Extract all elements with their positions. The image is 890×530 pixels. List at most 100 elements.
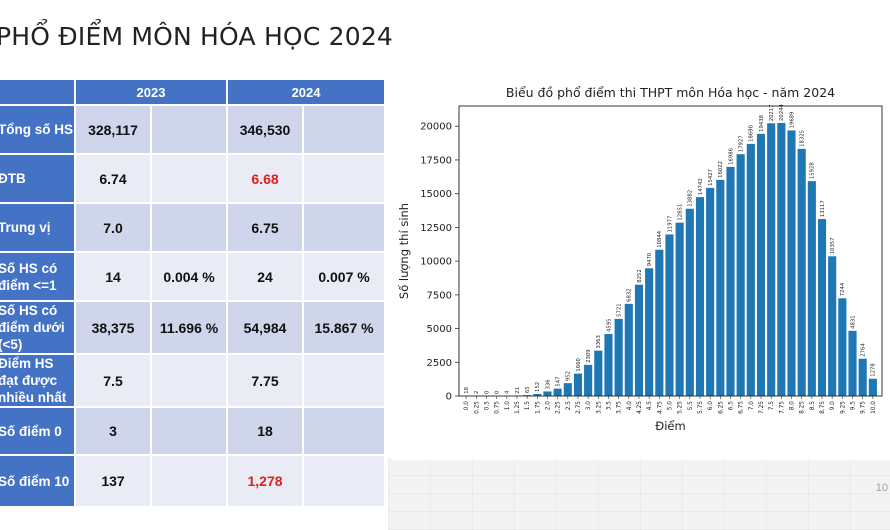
bar-value-label: 2309 (586, 349, 592, 362)
bar (573, 373, 583, 396)
row-label-line: Số HS có (0, 303, 58, 318)
percent-2023: 11.696 % (149, 300, 229, 355)
percent-2023 (149, 353, 229, 408)
percent-2024: 15.867 % (302, 300, 387, 355)
bar (604, 334, 613, 396)
row-label-line: điểm dưới (0, 320, 65, 335)
row-label-line: Trung vị (0, 220, 51, 235)
bar (533, 393, 542, 396)
bar-value-label: 16986 (728, 147, 734, 164)
bar-value-label: 952 (566, 371, 572, 381)
row-label-line: nhiều nhất (0, 390, 67, 405)
x-tick-label: 4.25 (637, 401, 643, 414)
bar (828, 256, 837, 396)
bar (848, 330, 857, 396)
percent-2024: 0.007 % (302, 251, 387, 302)
bar (858, 358, 867, 396)
y-tick-label: 12500 (420, 223, 452, 234)
percent-2023 (149, 454, 229, 508)
value-2023: 328,117 (74, 104, 152, 155)
y-tick-label: 20000 (420, 122, 452, 133)
chart-svg: Biểu đồ phổ điểm thi THPT môn Hóa học - … (392, 80, 890, 460)
x-tick-label: 0.25 (474, 401, 480, 414)
value-2024: 7.75 (226, 353, 305, 408)
header-2023: 2023 (73, 78, 229, 106)
x-tick-label: 6.0 (708, 401, 714, 411)
bar (614, 318, 623, 396)
x-tick-label: 3.75 (617, 401, 623, 414)
row-label-line: Điểm HS (0, 356, 54, 371)
x-tick-label: 7.5 (769, 401, 775, 411)
x-tick-label: 7.0 (749, 401, 755, 411)
bar (584, 364, 593, 396)
x-tick-label: 7.75 (779, 401, 785, 414)
x-tick-label: 3.5 (606, 401, 612, 411)
x-tick-label: 6.25 (718, 401, 724, 414)
y-tick-label: 10000 (420, 257, 452, 268)
y-tick-label: 7500 (427, 290, 452, 301)
percent-2024 (302, 202, 387, 253)
row-label-line: (<5) (0, 337, 23, 352)
y-tick-label: 17500 (420, 155, 452, 166)
bar-value-label: 5721 (616, 303, 622, 316)
value-2023: 7.5 (74, 353, 152, 408)
bar-value-label: 15427 (708, 169, 714, 186)
x-tick-label: 5.75 (698, 401, 704, 414)
bar-value-label: 2764 (860, 343, 866, 357)
percent-2023 (149, 406, 229, 456)
percent-2023: 0.004 % (149, 251, 229, 302)
x-tick-label: 5.25 (678, 401, 684, 414)
table-row: Điểm HS đạt được nhiều nhất 7.5 7.75 (0, 353, 387, 408)
x-tick-label: 0.75 (495, 401, 501, 414)
x-tick-label: 8.25 (800, 401, 806, 414)
row-label-line: Số điểm 0 (0, 423, 62, 439)
row-label: Số HS có điểm dưới (<5) (0, 300, 76, 355)
bar-value-label: 20244 (779, 103, 785, 120)
x-tick-label: 6.5 (728, 401, 734, 411)
bar (563, 383, 572, 396)
bar (706, 187, 715, 396)
bar-value-label: 9470 (647, 252, 653, 266)
bar-value-label: 1660 (576, 357, 582, 371)
bar-value-label: 1278 (871, 363, 877, 377)
bar (695, 197, 705, 396)
bar-value-label: 18325 (799, 130, 805, 147)
bar (665, 234, 674, 396)
bar-value-label: 6832 (627, 288, 633, 301)
bar-value-label: 3363 (596, 335, 602, 348)
row-label: Trung vị (0, 202, 76, 253)
histogram-chart: Biểu đồ phổ điểm thi THPT môn Hóa học - … (392, 80, 890, 460)
bar (767, 123, 776, 397)
bar-value-label: 0 (494, 390, 500, 394)
bar (746, 143, 755, 396)
x-tick-label: 6.75 (739, 401, 745, 414)
x-tick-label: 1.0 (505, 401, 511, 411)
bar-value-label: 152 (535, 382, 541, 392)
bar (807, 181, 816, 396)
percent-2023 (149, 104, 229, 155)
y-tick-label: 0 (446, 392, 452, 403)
x-tick-label: 4.0 (627, 401, 633, 411)
value-2024: 346,530 (226, 104, 305, 155)
x-tick-label: 2.25 (556, 401, 562, 414)
row-label-line: điểm <=1 (0, 277, 57, 293)
table-row: Trung vị 7.0 6.75 (0, 202, 387, 253)
x-tick-label: 1.75 (535, 401, 541, 414)
y-tick-label: 5000 (427, 324, 452, 335)
table-row: ĐTB 6.74 6.68 (0, 153, 387, 204)
x-tick-label: 9.25 (840, 401, 846, 414)
row-label-line: Tổng số HS (0, 122, 73, 137)
bar (756, 133, 766, 396)
bar-value-label: 19438 (759, 114, 765, 131)
bar-value-label: 7244 (840, 282, 846, 296)
row-label: Số điểm 10 (0, 454, 76, 508)
page-number: 10 (875, 482, 888, 494)
bar (736, 154, 745, 396)
table-row: Số điểm 0 3 18 (0, 406, 387, 456)
bar-value-label: 12851 (677, 204, 683, 221)
percent-2024 (302, 104, 387, 155)
slide-title: PHỔ ĐIỂM MÔN HÓA HỌC 2024 (0, 22, 394, 51)
value-2023: 3 (74, 406, 152, 456)
x-tick-label: 1.5 (525, 401, 531, 411)
bar-value-label: 65 (525, 386, 531, 393)
